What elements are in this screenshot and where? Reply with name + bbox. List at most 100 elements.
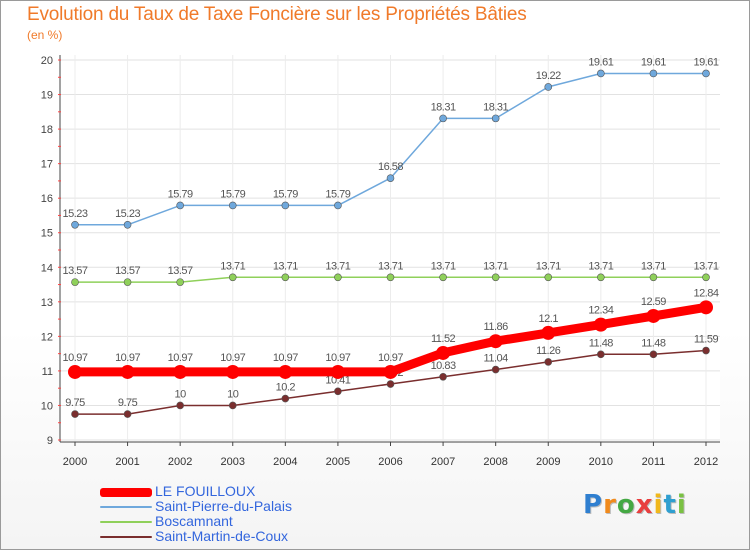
- data-label: 9.75: [65, 397, 85, 409]
- data-point: [281, 201, 290, 210]
- data-point: [123, 220, 132, 229]
- data-point: [702, 69, 710, 78]
- data-point: [330, 364, 345, 379]
- data-point: [544, 358, 553, 366]
- data-label: 16.58: [378, 161, 403, 173]
- y-tick-label: 14: [41, 262, 53, 274]
- y-axis-unit: (en %): [27, 28, 63, 42]
- y-tick-label: 16: [41, 193, 53, 205]
- data-point: [649, 69, 658, 78]
- data-label: 10.97: [168, 352, 193, 364]
- x-tick-label: 2011: [642, 456, 666, 468]
- data-label: 11.86: [484, 321, 509, 333]
- data-point: [646, 308, 661, 323]
- legend-label: Boscamnant: [155, 513, 233, 529]
- x-tick-label: 2006: [378, 456, 402, 468]
- logo-letter: o: [616, 490, 636, 520]
- logo-letter: x: [635, 490, 654, 520]
- data-point: [71, 278, 79, 286]
- data-label: 11.04: [484, 353, 509, 365]
- data-point: [439, 114, 447, 123]
- data-label: 15.79: [220, 188, 245, 200]
- data-point: [120, 364, 135, 379]
- data-label: 10: [175, 388, 187, 400]
- data-point: [544, 273, 553, 282]
- data-label: 15.79: [273, 188, 298, 200]
- data-point: [334, 387, 342, 396]
- legend-label: LE FOUILLOUX: [155, 483, 256, 499]
- data-label: 11.26: [536, 345, 561, 357]
- data-label: 11.59: [694, 334, 719, 346]
- logo-letter: r: [603, 490, 617, 520]
- data-label: 15.23: [62, 208, 87, 220]
- data-label: 10.83: [431, 360, 456, 372]
- data-label: 10.2: [276, 382, 296, 394]
- data-label: 13.57: [62, 265, 87, 277]
- data-label: 13.71: [378, 260, 403, 272]
- data-point: [702, 273, 710, 282]
- data-label: 10.97: [62, 352, 87, 364]
- data-label: 12.1: [539, 313, 559, 325]
- x-tick-label: 2005: [326, 456, 350, 468]
- data-point: [544, 83, 553, 91]
- data-point: [176, 401, 184, 410]
- data-point: [123, 410, 132, 418]
- data-label: 9.75: [118, 397, 138, 409]
- y-tick-label: 9: [47, 435, 53, 447]
- data-point: [649, 350, 658, 359]
- data-label: 19.61: [693, 56, 718, 68]
- data-label: 19.61: [588, 56, 613, 68]
- data-label: 13.71: [693, 260, 718, 272]
- data-point: [386, 380, 395, 388]
- data-point: [699, 300, 713, 315]
- data-label: 13.71: [220, 260, 245, 272]
- legend-label: Saint-Martin-de-Coux: [155, 528, 289, 544]
- y-tick-label: 15: [41, 228, 53, 240]
- x-tick-label: 2000: [63, 456, 87, 468]
- logo-letter: i: [653, 490, 664, 520]
- data-point: [593, 317, 608, 332]
- data-point: [491, 114, 500, 123]
- y-tick-label: 19: [41, 90, 53, 102]
- data-point: [436, 345, 451, 360]
- data-label: 12.84: [693, 287, 718, 299]
- data-label: 10.97: [115, 352, 140, 364]
- data-point: [71, 410, 79, 418]
- x-tick-label: 2012: [694, 456, 718, 468]
- data-label: 10.97: [273, 352, 298, 364]
- data-point: [383, 364, 398, 379]
- data-label: 10.97: [325, 352, 350, 364]
- data-label: 11.52: [431, 333, 456, 345]
- data-point: [173, 364, 188, 379]
- data-point: [123, 278, 132, 286]
- data-point: [386, 273, 395, 282]
- data-label: 13.57: [115, 265, 140, 277]
- legend-swatch: [100, 536, 152, 538]
- y-tick-label: 12: [41, 331, 53, 343]
- data-point: [386, 174, 395, 182]
- data-point: [68, 364, 82, 379]
- data-point: [597, 273, 605, 282]
- data-label: 11.48: [641, 337, 666, 349]
- data-point: [702, 346, 710, 355]
- data-label: 10.41: [325, 374, 350, 386]
- x-tick-label: 2010: [589, 456, 613, 468]
- y-tick-label: 10: [41, 400, 53, 412]
- x-tick-label: 2008: [483, 456, 507, 468]
- data-point: [281, 394, 290, 403]
- data-label: 11.48: [589, 337, 614, 349]
- chart-title: Evolution du Taux de Taxe Foncière sur l…: [27, 4, 527, 25]
- data-label: 12.34: [588, 305, 613, 317]
- legend-swatch: [100, 521, 152, 523]
- data-point: [228, 401, 237, 410]
- data-point: [71, 220, 79, 229]
- data-label: 13.71: [431, 260, 456, 272]
- data-label: 18.31: [431, 101, 456, 113]
- legend-label: Saint-Pierre-du-Palais: [155, 498, 292, 514]
- x-tick-label: 2001: [115, 456, 139, 468]
- data-label: 15.23: [115, 208, 140, 220]
- data-point: [176, 278, 184, 286]
- data-point: [225, 364, 240, 379]
- y-tick-label: 20: [41, 55, 53, 67]
